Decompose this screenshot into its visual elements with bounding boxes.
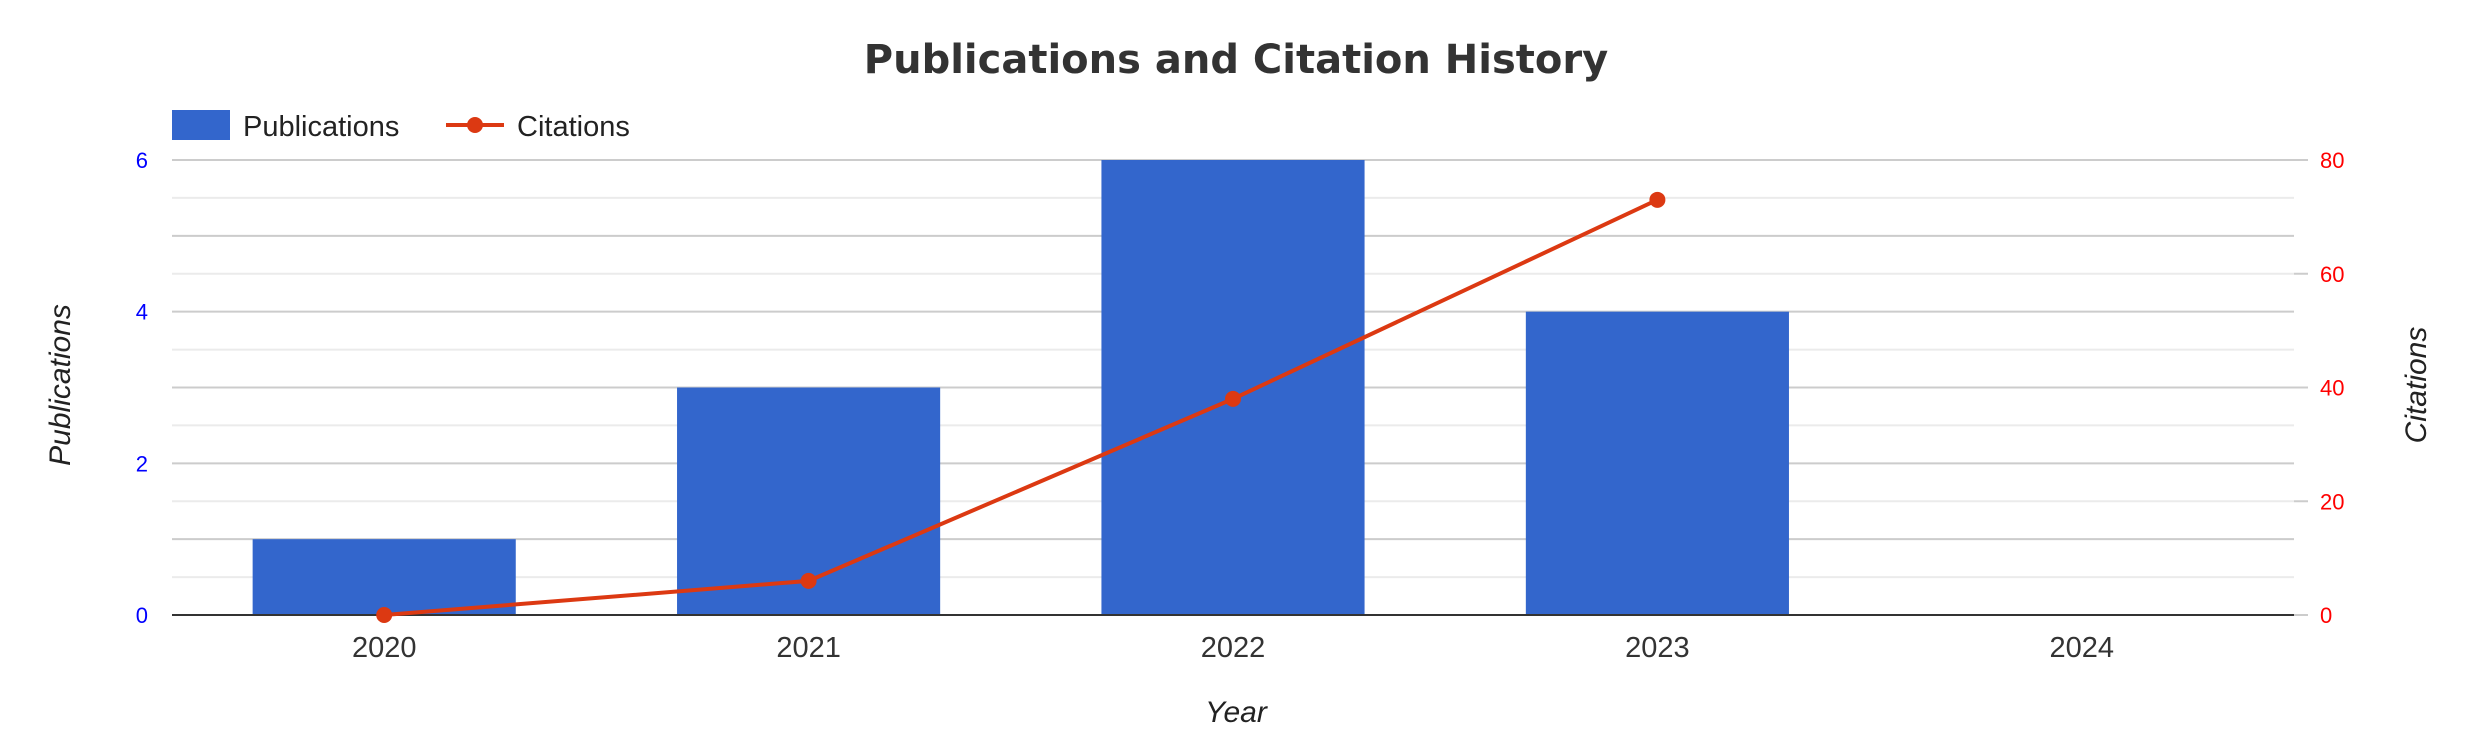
- bar-publications-2020: [252, 539, 516, 615]
- x-tick-label: 2024: [2050, 632, 2115, 664]
- x-tick-label: 2020: [352, 632, 417, 664]
- y-right-tick-label: 0: [2320, 603, 2332, 628]
- legend-publications-label: Publications: [243, 111, 399, 143]
- legend-citations-label: Citations: [517, 111, 630, 143]
- x-tick-label: 2023: [1625, 632, 1690, 664]
- point-citations-2020: [376, 607, 393, 623]
- y-right-tick-label: 20: [2320, 489, 2344, 514]
- citations-series-line: [384, 198, 1659, 617]
- legend-publications-swatch: [172, 110, 230, 140]
- y-axis-right-title: Citations: [2400, 327, 2433, 444]
- y-axis-left-title: Publications: [44, 304, 77, 466]
- y-left-tick-label: 2: [136, 451, 148, 476]
- y-right-tick-label: 80: [2320, 148, 2344, 173]
- point-citations-2022: [1225, 390, 1241, 407]
- bar-publications-2023: [1525, 311, 1789, 615]
- x-tick-label: 2021: [776, 632, 841, 664]
- y-axis-left-ticks: 0 2 4 6: [136, 148, 148, 628]
- point-citations-2021: [800, 572, 817, 589]
- y-left-tick-label: 0: [136, 603, 148, 628]
- x-axis-title: Year: [1205, 696, 1268, 729]
- y-right-tick-label: 60: [2320, 262, 2344, 287]
- legend-citations-swatch-marker: [467, 117, 483, 133]
- y-left-tick-label: 6: [136, 148, 148, 173]
- y-right-tick-label: 40: [2320, 376, 2344, 401]
- bar-publications-2022: [1101, 160, 1365, 615]
- legend: Publications Citations: [172, 110, 630, 143]
- citations-line: [376, 191, 1666, 623]
- chart-title: Publications and Citation History: [864, 37, 1608, 83]
- x-tick-label: 2022: [1201, 632, 1266, 664]
- y-axis-right-ticks: 0 20 40 60 80: [2294, 148, 2344, 628]
- y-left-tick-label: 4: [136, 300, 148, 325]
- point-citations-2023: [1649, 191, 1666, 208]
- publications-bars: [252, 160, 1789, 615]
- x-axis-ticks: 2020 2021 2022 2023 2024: [352, 632, 2114, 664]
